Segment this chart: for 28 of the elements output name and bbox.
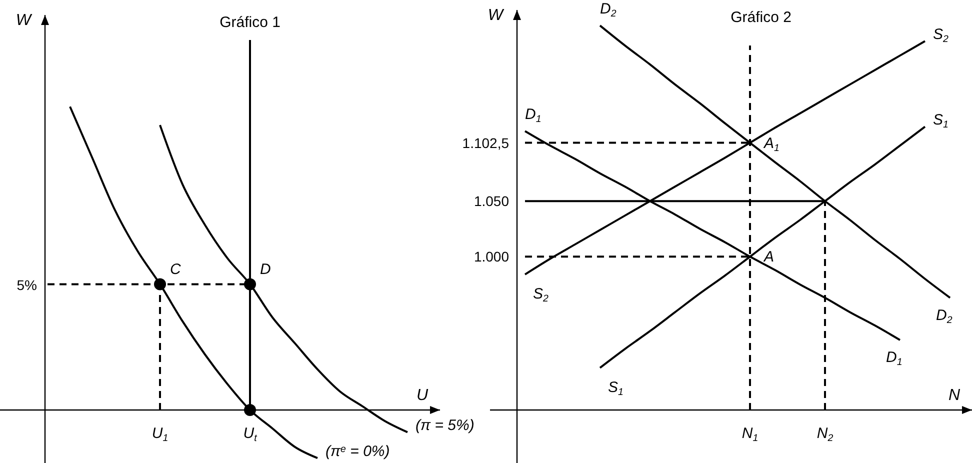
- text: D$_{1}$: [886, 349, 902, 368]
- annotation: A: [763, 248, 774, 266]
- legend-label: (π = 5%): [416, 417, 474, 434]
- text: D$_{2}$: [936, 306, 952, 326]
- series-label: S$_{2}$: [933, 26, 950, 46]
- x-axis-title: N: [948, 387, 960, 404]
- x-tick-label: N$_{1}$: [742, 425, 758, 444]
- y-tick-label: 1.102,5: [462, 134, 510, 151]
- text: S$_{2}$: [533, 285, 548, 304]
- series-label: (π$^{e}$ = 0%): [326, 443, 390, 460]
- series-label: D$_{1}$: [525, 106, 542, 126]
- chart-title: Gráfico 1: [220, 14, 280, 31]
- annotation: D: [260, 261, 271, 278]
- y-axis-title: W: [16, 12, 33, 29]
- chart-title: Gráfico 2: [730, 9, 792, 26]
- series-label: D$_{2}$: [600, 0, 617, 20]
- x-tick-label: U$_{1}$: [152, 425, 168, 444]
- annotation: C: [170, 261, 181, 278]
- y-tick-label: 1.050: [474, 193, 510, 210]
- x-axis-title: U: [416, 387, 428, 404]
- annotation: 5%: [16, 277, 37, 293]
- y-tick-label: 1.000: [474, 248, 510, 265]
- series-label: S$_{1}$: [933, 112, 948, 131]
- x-tick-label: U$_{t}$: [243, 425, 258, 444]
- x-tick-label: N$_{2}$: [816, 425, 834, 444]
- text: S$_{1}$: [608, 378, 624, 398]
- y-axis-title: W: [488, 7, 505, 24]
- annotation: A$_{1}$: [763, 134, 780, 154]
